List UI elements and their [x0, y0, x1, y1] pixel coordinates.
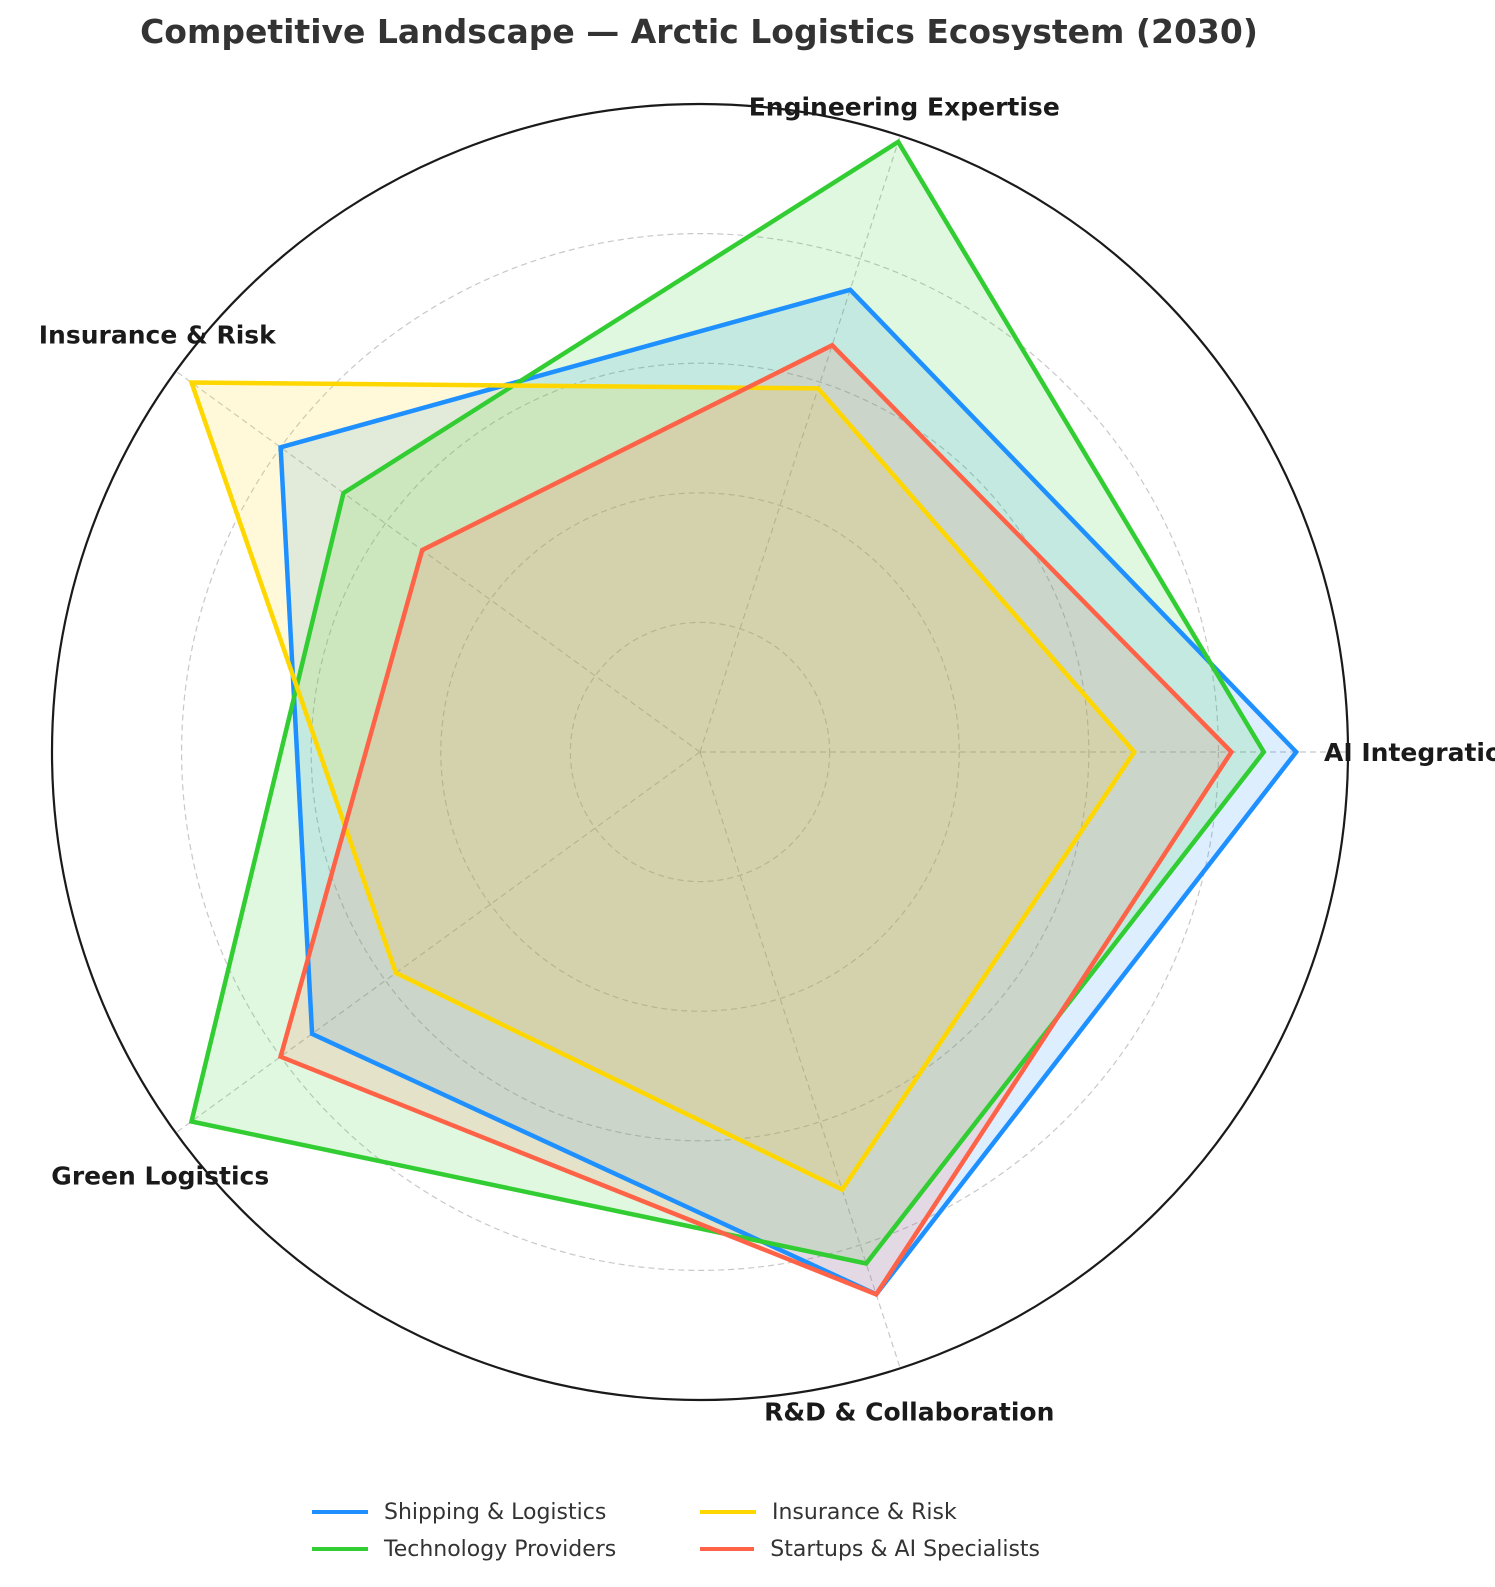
series-area: [191, 141, 1264, 1264]
axis-label: AI Integration: [1324, 738, 1495, 767]
axis-spoke: [175, 370, 701, 753]
axis-label: Engineering Expertise: [749, 92, 1060, 121]
axis-label: Insurance & Risk: [39, 320, 277, 349]
series-line: [188, 380, 1138, 1193]
legend-label: Technology Providers: [384, 1536, 617, 1562]
grid-ring: [440, 492, 960, 1012]
axis-label: Green Logistics: [51, 1162, 269, 1191]
legend-swatch: [312, 1510, 368, 1514]
series-fills: [191, 141, 1297, 1295]
legend-swatch: [700, 1510, 756, 1514]
series-lines: [188, 138, 1300, 1298]
legend: Shipping & Logistics Insurance & Risk Tech…: [312, 1497, 1040, 1564]
legend-item: Technology Providers: [312, 1534, 700, 1564]
outer-frame: [50, 102, 1350, 1402]
legend-label: Shipping & Logistics: [384, 1499, 607, 1525]
chart-title: Competitive Landscape — Arctic Logistics…: [140, 12, 1258, 51]
series-area: [280, 345, 1232, 1295]
legend-item: Shipping & Logistics: [312, 1497, 700, 1527]
grid: [50, 102, 1350, 1402]
legend-label: Insurance & Risk: [772, 1499, 957, 1525]
grid-ring: [180, 232, 1220, 1272]
legend-swatch: [700, 1547, 755, 1551]
series-line: [277, 342, 1235, 1298]
axis-spoke: [175, 751, 701, 1134]
series-line: [278, 287, 1300, 1298]
axis-spoke: [699, 135, 901, 753]
grid-ring: [310, 362, 1090, 1142]
series-line: [188, 138, 1267, 1266]
radar-chart: AI Integration Engineering Expertise Insur…: [39, 92, 1495, 1426]
legend-item: Insurance & Risk: [700, 1497, 1040, 1527]
legend-label: Startups & AI Specialists: [770, 1536, 1040, 1562]
axis-label: R&D & Collaboration: [764, 1398, 1054, 1427]
axis-labels: AI Integration Engineering Expertise Insur…: [39, 92, 1495, 1426]
legend-item: Startups & AI Specialists: [700, 1534, 1040, 1564]
legend-swatch: [312, 1547, 368, 1551]
grid-ring: [569, 621, 831, 883]
